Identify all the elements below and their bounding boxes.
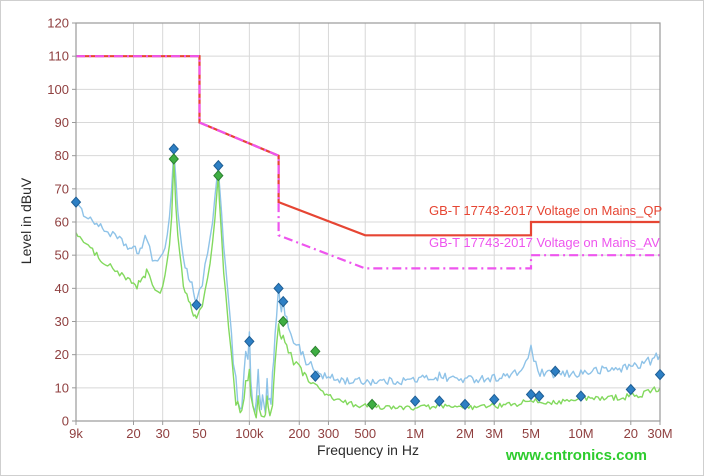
- y-tick-label: 90: [55, 115, 69, 130]
- x-tick-label: 20: [126, 426, 140, 441]
- y-tick-label: 50: [55, 248, 69, 263]
- marker-diamond-qp: [70, 196, 82, 208]
- marker-diamond-qp: [434, 395, 445, 407]
- marker-diamond-qp: [654, 368, 666, 381]
- limit-line-qp: [76, 55, 660, 237]
- y-tick-label: 60: [55, 215, 69, 230]
- marker-diamond-av: [213, 169, 224, 182]
- trace-qp: [75, 149, 661, 414]
- marker-diamond-qp: [459, 398, 471, 411]
- marker-diamond-qp: [489, 393, 500, 406]
- x-tick-label: 200: [288, 426, 310, 441]
- y-tick-label: 40: [55, 281, 69, 296]
- marker-diamond-qp: [525, 388, 537, 401]
- marker-diamond-av: [168, 153, 179, 165]
- x-tick-label: 50: [192, 426, 206, 441]
- x-tick-label: 100k: [235, 426, 264, 441]
- y-tick-label: 110: [48, 49, 69, 64]
- marker-diamond-av: [366, 398, 378, 411]
- marker-diamond-qp: [409, 395, 421, 407]
- marker-diamond-qp: [533, 390, 545, 402]
- y-tick-label: 80: [55, 148, 69, 163]
- x-tick-label: 30: [155, 426, 169, 441]
- qp-limit-label: GB-T 17743-2017 Voltage on Mains_QP: [429, 203, 663, 218]
- y-tick-label: 10: [55, 380, 69, 395]
- y-tick-label: 20: [55, 347, 69, 362]
- marker-diamond-qp: [278, 295, 289, 308]
- marker-diamond-qp: [244, 335, 255, 348]
- av-limit-label: GB-T 17743-2017 Voltage on Mains_AV: [429, 235, 660, 250]
- x-tick-label: 20: [624, 426, 638, 441]
- marker-diamond-qp: [273, 282, 284, 295]
- x-axis-title: Frequency in Hz: [317, 442, 419, 458]
- x-tick-label: 3M: [485, 426, 503, 441]
- y-tick-label: 120: [47, 16, 69, 31]
- marker-diamond-qp: [191, 299, 202, 311]
- x-tick-label: 9k: [69, 426, 83, 441]
- x-tick-label: 2M: [456, 426, 474, 441]
- marker-diamond-av: [310, 345, 321, 358]
- x-tick-label: 30M: [647, 426, 672, 441]
- y-tick-label: 30: [55, 314, 69, 329]
- y-axis-title: Level in dBuV: [18, 177, 34, 265]
- x-tick-label: 500: [354, 426, 376, 441]
- x-tick-label: 300: [318, 426, 340, 441]
- y-tick-label: 70: [55, 181, 69, 196]
- limit-line-av: [76, 55, 660, 270]
- x-tick-label: 1M: [406, 426, 424, 441]
- x-tick-label: 10M: [568, 426, 593, 441]
- marker-diamond-qp: [575, 390, 587, 402]
- y-tick-label: 100: [47, 82, 69, 97]
- marker-diamond-qp: [625, 383, 636, 396]
- x-tick-label: 5M: [522, 426, 540, 441]
- marker-diamond-av: [278, 315, 289, 328]
- marker-diamond-qp: [310, 370, 321, 382]
- watermark-link[interactable]: www.cntronics.com: [505, 447, 647, 464]
- marker-diamond-qp: [550, 365, 561, 377]
- y-tick-label: 0: [62, 414, 69, 429]
